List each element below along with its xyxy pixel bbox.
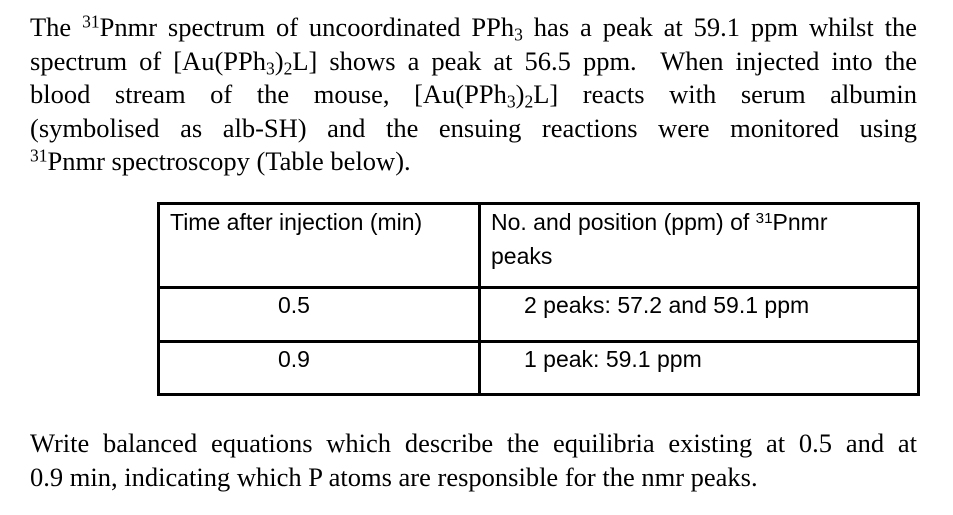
- text-segment: Write balanced equations which describe …: [30, 428, 917, 458]
- peaks-cell: 2 peaks: 57.2 and 59.1 ppm: [478, 286, 920, 343]
- table-row: 0.5 2 peaks: 57.2 and 59.1 ppm: [157, 286, 920, 343]
- question-paragraph: Write balanced equations which describe …: [30, 427, 917, 494]
- table-header-row: Time after injection (min) No. and posit…: [157, 202, 920, 289]
- text-segment: has a peak at 59.1 ppm whilst the: [522, 12, 918, 42]
- superscript-31: 31: [82, 11, 100, 32]
- intro-line-5: 31Pnmr spectroscopy (Table below).: [30, 145, 917, 179]
- text-segment: L] reacts with serum albumin: [533, 79, 917, 109]
- nmr-results-table: Time after injection (min) No. and posit…: [157, 202, 920, 396]
- peaks-cell: 1 peak: 59.1 ppm: [478, 340, 920, 396]
- text-segment: L] shows a peak at 56.5 ppm. When inject…: [292, 45, 917, 76]
- header-label-peaks-line2: peaks: [491, 243, 553, 269]
- subscript-3: 3: [514, 24, 523, 45]
- subscript-2: 2: [524, 91, 534, 112]
- time-value: 0.9: [278, 346, 310, 372]
- peaks-value: 1 peak: 59.1 ppm: [524, 346, 702, 372]
- header-cell-time: Time after injection (min): [157, 202, 481, 289]
- peaks-value: 2 peaks: 57.2 and 59.1 ppm: [524, 292, 810, 318]
- header-label-time: Time after injection (min): [170, 209, 423, 235]
- question-line-2: 0.9 min, indicating which P atoms are re…: [30, 461, 917, 495]
- text-segment: (symbolised as alb-SH) and the ensuing r…: [30, 112, 917, 143]
- header-cell-peaks: No. and position (ppm) of 31Pnmr peaks: [478, 202, 920, 289]
- question-line-1: Write balanced equations which describe …: [30, 427, 917, 461]
- table-row: 0.9 1 peak: 59.1 ppm: [157, 340, 920, 396]
- intro-line-3: blood stream of the mouse, [Au(PPh3)2L] …: [30, 78, 917, 112]
- text-segment: blood stream of the mouse, [Au(PPh: [30, 79, 507, 109]
- time-value: 0.5: [278, 292, 310, 318]
- intro-line-1: The 31Pnmr spectrum of uncoordinated PPh…: [30, 11, 917, 45]
- text-segment: ): [515, 79, 525, 109]
- superscript-31: 31: [755, 210, 773, 228]
- intro-line-4: (symbolised as alb-SH) and the ensuing r…: [30, 112, 917, 146]
- text-segment: Pnmr spectroscopy (Table below).: [47, 146, 411, 176]
- text-segment: spectrum of [Au(PPh: [30, 45, 266, 76]
- header-label-peaks: No. and position (ppm) of: [491, 209, 756, 235]
- intro-paragraph: The 31Pnmr spectrum of uncoordinated PPh…: [30, 11, 917, 179]
- time-cell: 0.5: [157, 286, 481, 343]
- intro-line-2: spectrum of [Au(PPh3)2L] shows a peak at…: [30, 45, 917, 79]
- time-cell: 0.9: [157, 340, 481, 396]
- subscript-3: 3: [266, 57, 275, 78]
- subscript-2: 2: [283, 57, 293, 78]
- text-segment: The: [30, 12, 83, 42]
- subscript-3: 3: [506, 91, 516, 112]
- header-label-peaks-suffix: Pnmr: [772, 209, 828, 235]
- text-segment: 0.9 min, indicating which P atoms are re…: [30, 461, 758, 492]
- superscript-31: 31: [30, 145, 48, 166]
- text-segment: Pnmr spectrum of uncoordinated PPh: [99, 12, 515, 42]
- text-segment: ): [274, 45, 284, 76]
